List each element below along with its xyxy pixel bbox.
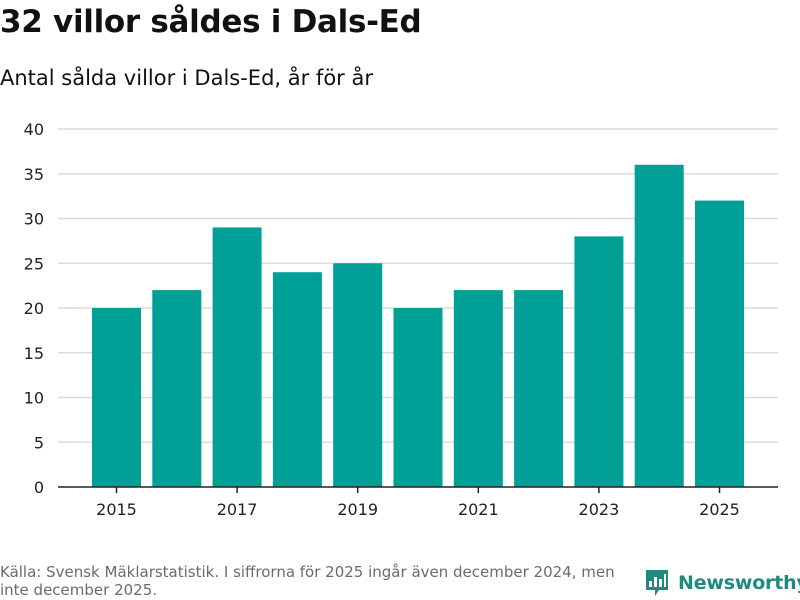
- y-tick-label-40: 40: [24, 120, 44, 139]
- bar-2016[interactable]: [152, 290, 202, 487]
- x-tick-label-2017: 2017: [217, 500, 258, 519]
- chart-subtitle: Antal sålda villor i Dals-Ed, år för år: [0, 66, 373, 90]
- y-tick-label-30: 30: [24, 210, 44, 229]
- bar-2021[interactable]: [453, 290, 503, 487]
- source-note: Källa: Svensk Mäklarstatistik. I siffror…: [0, 563, 615, 599]
- bar-2017[interactable]: [212, 227, 262, 487]
- bar-2020[interactable]: [393, 308, 443, 487]
- y-tick-label-15: 15: [24, 344, 44, 363]
- y-tick-label-10: 10: [24, 389, 44, 408]
- y-tick-label-25: 25: [24, 254, 44, 273]
- bar-2015[interactable]: [92, 308, 141, 487]
- x-tick-label-2023: 2023: [579, 500, 620, 519]
- bar-2018[interactable]: [272, 272, 322, 487]
- brand-logo[interactable]: Newsworthy: [644, 568, 800, 598]
- bar-2024[interactable]: [634, 164, 684, 488]
- bar-2025[interactable]: [695, 200, 744, 487]
- bars: [92, 164, 744, 488]
- x-tick-label-2015: 2015: [96, 500, 137, 519]
- bar-2019[interactable]: [333, 263, 383, 487]
- brand-name: Newsworthy: [678, 572, 800, 594]
- x-tick-label-2021: 2021: [458, 500, 499, 519]
- x-tick-label-2019: 2019: [337, 500, 378, 519]
- bar-2022[interactable]: [514, 290, 564, 487]
- chart-title: 32 villor såldes i Dals-Ed: [0, 4, 422, 40]
- y-tick-label-20: 20: [24, 299, 44, 318]
- y-tick-label-35: 35: [24, 165, 44, 184]
- bar-chart-icon: [646, 570, 668, 596]
- y-tick-label-0: 0: [34, 478, 44, 497]
- bar-2023[interactable]: [574, 236, 624, 487]
- x-tick-label-2025: 2025: [699, 500, 740, 519]
- y-tick-label-5: 5: [34, 433, 44, 452]
